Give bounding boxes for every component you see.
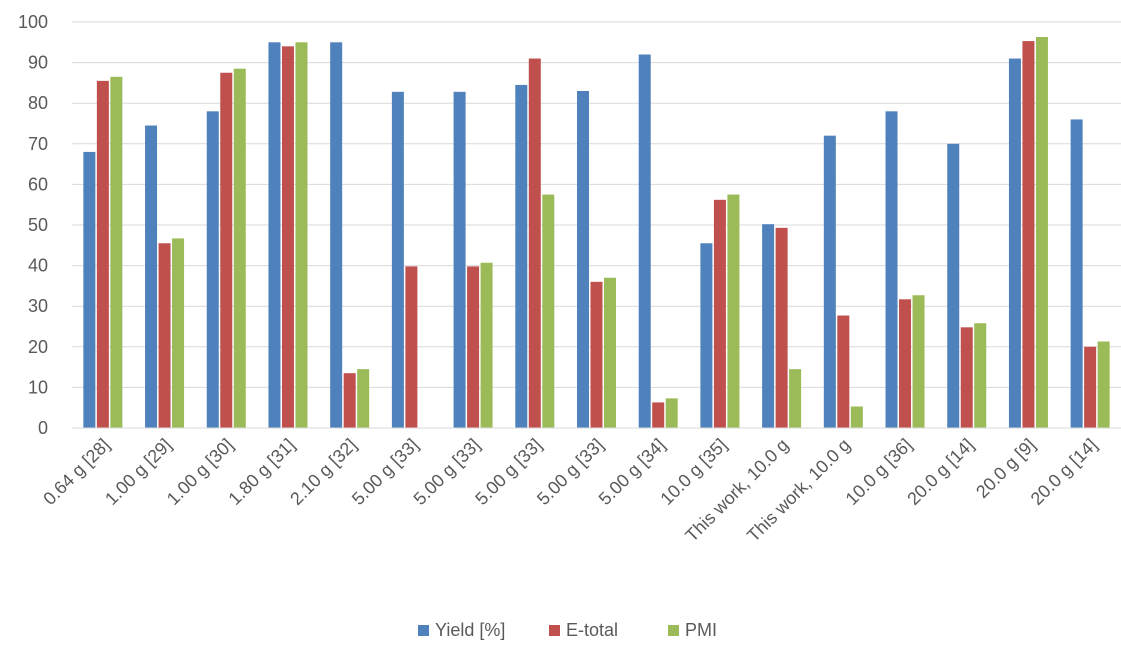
bar-e-total	[281, 46, 294, 429]
bar-pmi	[912, 295, 925, 428]
bar-e-total	[713, 199, 726, 428]
y-tick-label: 10	[28, 377, 48, 397]
y-tick-label: 0	[38, 418, 48, 438]
bar-e-total	[405, 266, 418, 428]
bar-e-total	[960, 327, 973, 428]
grid-lines	[72, 21, 1121, 388]
x-tick-label: 5.00 g [33]	[533, 435, 607, 509]
bar-yield	[638, 54, 651, 428]
x-tick-label: 1.80 g [31]	[224, 435, 298, 509]
x-tick-label: 2.10 g [32]	[286, 435, 360, 509]
bar-yield	[947, 143, 960, 429]
y-tick-label: 60	[28, 174, 48, 194]
bar-pmi	[233, 68, 246, 428]
x-tick-label: 5.00 g [33]	[348, 435, 422, 509]
x-tick-label: 1.00 g [30]	[163, 435, 237, 509]
x-tick-label: 5.00 g [34]	[595, 435, 669, 509]
bar-pmi	[1035, 37, 1048, 428]
x-tick-label: 10.0 g [36]	[842, 435, 916, 509]
bar-pmi	[542, 194, 555, 428]
legend-label: PMI	[685, 620, 717, 640]
x-tick-label: 1.00 g [29]	[101, 435, 175, 509]
bar-pmi	[789, 369, 802, 428]
legend-label: Yield [%]	[435, 620, 505, 640]
y-tick-label: 30	[28, 296, 48, 316]
x-tick-label: 5.00 g [33]	[471, 435, 545, 509]
y-tick-label: 100	[18, 12, 48, 32]
x-tick-label: This work, 10.0 g	[743, 435, 854, 546]
legend-swatch	[668, 625, 679, 636]
x-tick-label: 20.0 g [14]	[903, 435, 977, 509]
y-tick-label: 70	[28, 134, 48, 154]
bar-e-total	[96, 80, 109, 429]
y-tick-label: 80	[28, 93, 48, 113]
x-tick-label: 0.64 g [28]	[39, 435, 113, 509]
legend-swatch	[549, 625, 560, 636]
bar-pmi	[110, 76, 123, 428]
y-tick-label: 90	[28, 53, 48, 73]
bar-e-total	[1022, 41, 1035, 428]
bar-e-total	[590, 281, 603, 428]
bar-e-total	[343, 373, 356, 428]
bar-pmi	[727, 194, 740, 428]
legend-label: E-total	[566, 620, 618, 640]
bar-yield	[885, 111, 898, 428]
bar-pmi	[974, 323, 987, 428]
x-tick-label: 20.0 g [14]	[1027, 435, 1101, 509]
bar-yield	[330, 42, 343, 429]
y-axis-ticks: 0 10 20 30 40 50 60 70 80 90 100	[18, 12, 48, 438]
bar-pmi	[295, 42, 308, 429]
x-tick-label: 5.00 g [33]	[410, 435, 484, 509]
bar-yield	[700, 243, 713, 428]
bar-e-total	[775, 227, 788, 428]
bar-e-total	[528, 58, 541, 428]
legend-swatch	[418, 625, 429, 636]
bar-yield	[823, 135, 836, 428]
bar-yield	[577, 91, 589, 429]
bar-yield	[1008, 58, 1021, 428]
bar-yield	[268, 42, 281, 429]
bar-yield	[762, 224, 775, 428]
bar-pmi	[480, 262, 493, 428]
bar-pmi	[357, 369, 370, 428]
bar-e-total	[158, 243, 171, 428]
bar-e-total	[652, 402, 665, 428]
bar-e-total	[1084, 346, 1097, 428]
bar-yield	[1070, 119, 1083, 428]
bar-pmi	[665, 398, 678, 428]
y-tick-label: 20	[28, 337, 48, 357]
bar-pmi	[850, 406, 863, 428]
bar-yield	[206, 111, 219, 428]
x-tick-label: This work, 10.0 g	[681, 435, 792, 546]
legend: Yield [%] E-total PMI	[418, 620, 717, 640]
bar-yield	[83, 151, 96, 429]
bar-pmi	[1097, 341, 1110, 428]
y-tick-label: 40	[28, 256, 48, 276]
bar-e-total	[899, 299, 912, 428]
bar-e-total	[837, 315, 850, 428]
bar-pmi	[604, 277, 616, 428]
bar-pmi	[172, 238, 185, 428]
y-tick-label: 50	[28, 215, 48, 235]
bar-e-total	[467, 266, 480, 428]
bar-yield	[515, 84, 528, 429]
bar-yield	[391, 91, 404, 428]
bars	[83, 37, 1110, 429]
bar-yield	[145, 125, 158, 428]
bar-yield	[453, 91, 466, 428]
bar-e-total	[220, 72, 233, 428]
x-axis-ticks: 0.64 g [28]1.00 g [29]1.00 g [30]1.80 g …	[39, 435, 1101, 546]
